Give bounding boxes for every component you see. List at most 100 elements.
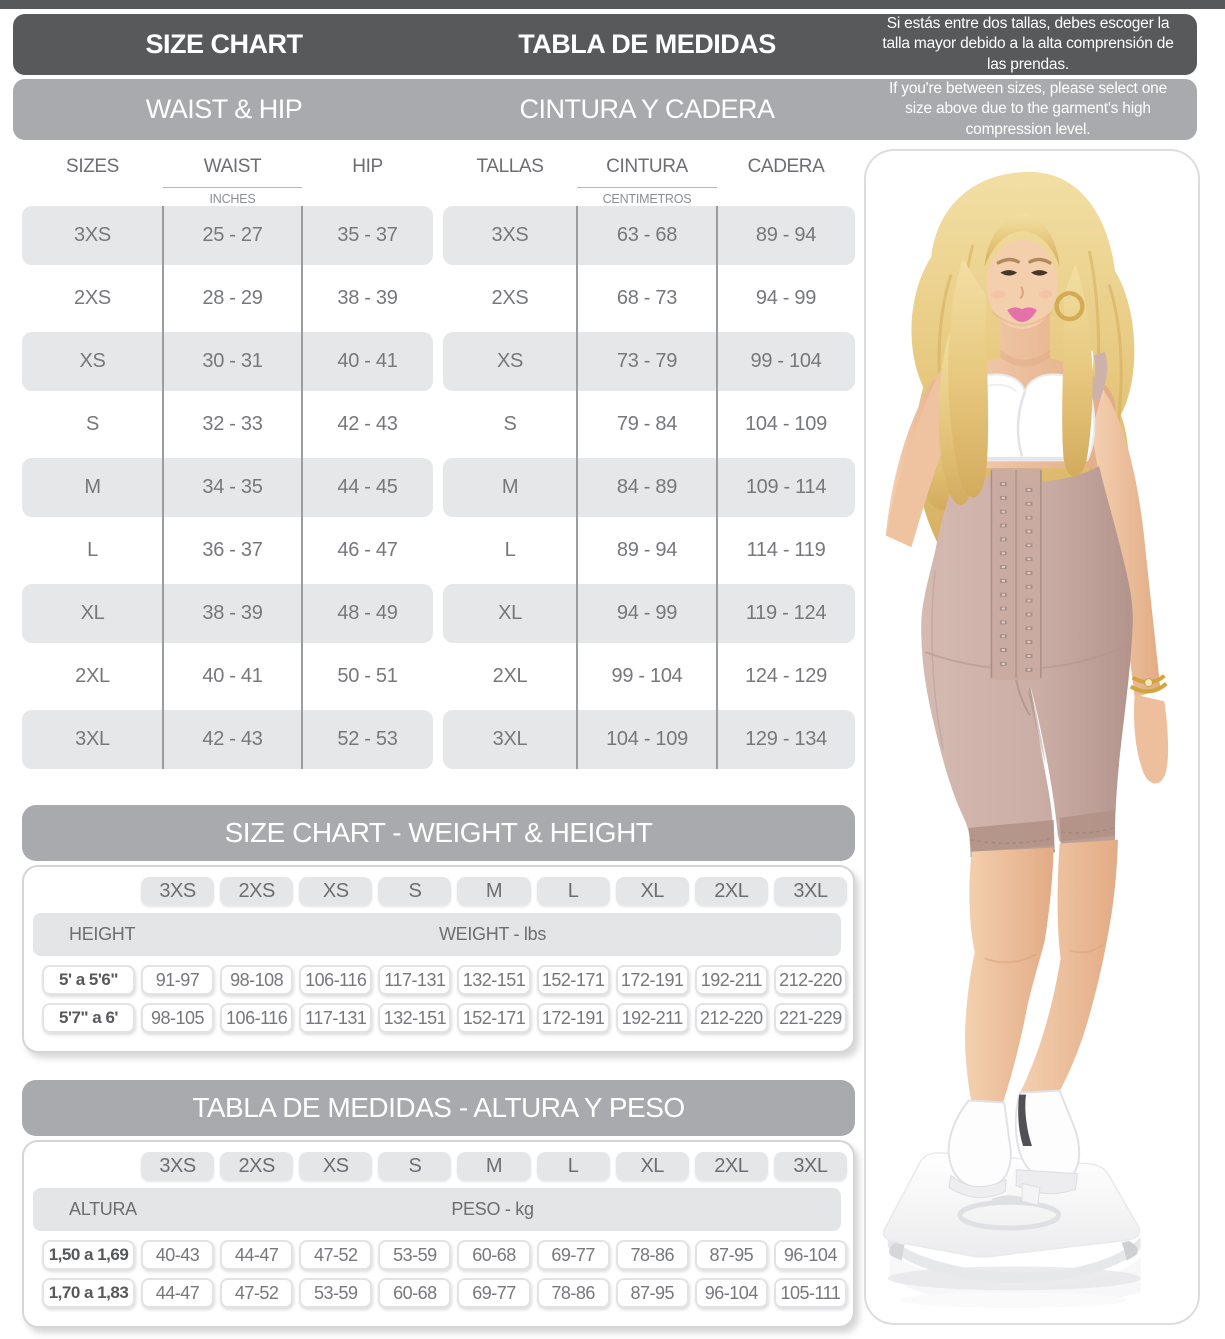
hip-cell: 48 - 49 <box>337 602 398 624</box>
unit-centimetros: CENTIMETROS <box>602 192 692 206</box>
value-pill: 69-77 <box>457 1278 531 1308</box>
hip-cell: 114 - 119 <box>746 539 826 561</box>
size-pill: 3XS <box>141 877 215 905</box>
value-pill: 192-211 <box>615 1003 689 1033</box>
centimeters-row: 3XS 63 - 68 89 - 94 <box>443 206 855 265</box>
value-pill: 44-47 <box>220 1240 294 1270</box>
waist-cell: 94 - 99 <box>616 602 678 624</box>
inches-row: 2XS 28 - 29 38 - 39 <box>22 269 433 328</box>
subtitle-banner: WAIST & HIP CINTURA Y CADERA If you're b… <box>13 79 1197 140</box>
value-pill: 106-116 <box>299 965 373 995</box>
col-header-hip: HIP <box>352 156 383 177</box>
waist-cell: 34 - 35 <box>202 476 263 498</box>
value-pill: 78-86 <box>536 1278 610 1308</box>
waist-underline <box>163 187 302 188</box>
altura-peso-panel: 3XS 2XS XS S M L XL 2XL 3XL ALTURA PESO - kg 1,5… <box>22 1140 855 1328</box>
lips <box>1007 307 1037 323</box>
col-header-sizes: SIZES <box>66 156 119 177</box>
value-pill: 106-116 <box>220 1003 294 1033</box>
inches-row: S 32 - 33 42 - 43 <box>22 395 433 454</box>
value-pill: 69-77 <box>536 1240 610 1270</box>
size-pill: 2XS <box>220 877 294 905</box>
inches-row: L 36 - 37 46 - 47 <box>22 521 433 580</box>
size-cell: S <box>503 413 517 435</box>
size-pill: 3XL <box>773 1152 847 1180</box>
height-column-header: HEIGHT <box>69 924 136 944</box>
model-photo <box>882 171 1169 1309</box>
weight-lbs-header: WEIGHT - lbs <box>438 924 547 944</box>
cintura-underline <box>577 187 717 188</box>
size-cell: 3XS <box>74 224 111 246</box>
size-pill: 3XL <box>773 877 847 905</box>
size-cell: 2XL <box>492 665 528 687</box>
size-cell: 2XS <box>74 287 111 309</box>
weight-height-row: 5'7" a 6' 98-105 106-116 117-131 132-151 152-… <box>42 1003 847 1033</box>
model-left-arm <box>1091 389 1169 784</box>
value-pill: 98-108 <box>220 965 294 995</box>
hip-cell: 40 - 41 <box>337 350 398 372</box>
scale-dial <box>957 1199 1062 1231</box>
nose <box>1019 286 1024 300</box>
value-pill: 98-105 <box>141 1003 215 1033</box>
waist-cell: 40 - 41 <box>202 665 263 687</box>
inches-row: M 34 - 35 44 - 45 <box>22 458 433 517</box>
size-cell: L <box>87 539 98 561</box>
subtitle-waist-hip: WAIST & HIP <box>145 94 303 124</box>
value-pill: 87-95 <box>615 1278 689 1308</box>
value-pill: 53-59 <box>378 1240 452 1270</box>
divider-tallas-cintura <box>576 206 578 769</box>
title-banner: SIZE CHART TABLA DE MEDIDAS Si estás ent… <box>13 14 1197 75</box>
size-pill: 2XL <box>694 1152 768 1180</box>
size-cell: 3XL <box>492 728 528 750</box>
size-cell: XL <box>80 602 105 624</box>
waist-cell: 79 - 84 <box>616 413 678 435</box>
title-tabla-medidas: TABLA DE MEDIDAS <box>518 29 776 59</box>
size-cell: M <box>84 476 101 498</box>
inches-row: 3XS 25 - 27 35 - 37 <box>22 206 433 265</box>
value-pill: 152-171 <box>457 1003 531 1033</box>
hip-cell: 44 - 45 <box>337 476 398 498</box>
value-pill: 96-104 <box>694 1278 768 1308</box>
waist-cell: 32 - 33 <box>202 413 263 435</box>
size-pill: M <box>457 1152 531 1180</box>
size-cell: XS <box>79 350 106 372</box>
model-photo-frame <box>864 149 1200 1325</box>
row-label-pill: 5'7" a 6' <box>42 1003 135 1033</box>
centimeters-row: 2XS 68 - 73 94 - 99 <box>443 269 855 328</box>
col-header-cadera: CADERA <box>747 156 825 177</box>
hoop-earring <box>1054 291 1085 322</box>
waist-cell: 38 - 39 <box>202 602 263 624</box>
value-pill: 172-191 <box>615 965 689 995</box>
centimeters-row: 2XL 99 - 104 124 - 129 <box>443 647 855 706</box>
value-pill: 152-171 <box>536 965 610 995</box>
hip-cell: 109 - 114 <box>745 476 827 498</box>
value-pill: 96-104 <box>773 1240 847 1270</box>
col-header-cintura: CINTURA <box>606 156 688 177</box>
size-pill: M <box>457 877 531 905</box>
altura-peso-row: 1,50 a 1,69 40-43 44-47 47-52 53-59 60-68 69-7… <box>42 1240 847 1270</box>
inches-row: XL 38 - 39 48 - 49 <box>22 584 433 643</box>
size-pill: XS <box>299 877 373 905</box>
hip-cell: 119 - 124 <box>745 602 827 624</box>
size-cell: XS <box>496 350 524 372</box>
peso-kg-header: PESO - kg <box>451 1199 534 1219</box>
white-heels <box>947 1089 1081 1206</box>
waist-cell: 104 - 109 <box>606 728 688 750</box>
model-face <box>984 213 1060 329</box>
value-pill: 87-95 <box>694 1240 768 1270</box>
size-pill: XL <box>615 877 689 905</box>
size-row-spacer <box>42 1152 135 1180</box>
weight-height-section: SIZE CHART - WEIGHT & HEIGHT 3XS 2XS XS S M L… <box>22 805 855 1053</box>
centimeters-row: XS 73 - 79 99 - 104 <box>443 332 855 391</box>
value-pill: 212-220 <box>773 965 847 995</box>
waist-cell: 89 - 94 <box>616 539 678 561</box>
value-pill: 132-151 <box>378 1003 452 1033</box>
col-header-tallas: TALLAS <box>476 156 544 177</box>
row-label-pill: 1,70 a 1,83 <box>42 1278 135 1308</box>
top-border-strip <box>0 0 1225 9</box>
size-pill: 2XL <box>694 877 768 905</box>
size-pill: S <box>378 1152 452 1180</box>
weight-scale <box>882 1152 1141 1309</box>
hip-cell: 94 - 99 <box>755 287 817 309</box>
